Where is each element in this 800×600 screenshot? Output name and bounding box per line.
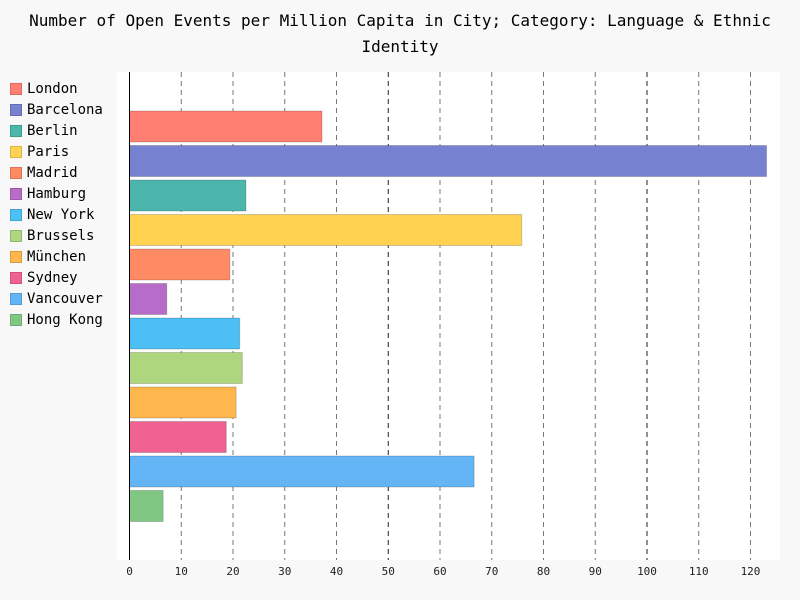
bars [129,110,768,522]
legend-swatch [10,271,22,284]
legend: London Barcelona Berlin Paris Madrid Hamburg N… [10,78,103,330]
chart-title: Number of Open Events per Million Capita… [29,11,771,56]
bar-sydney [129,421,227,453]
legend-label: Barcelona [27,101,103,118]
bar-new-york [129,317,241,350]
legend-item[interactable]: Hong Kong [10,309,103,330]
legend-item[interactable]: New York [10,204,103,225]
x-tick-label: 60 [433,565,446,578]
legend-swatch [10,292,22,305]
legend-label: Hamburg [27,185,87,202]
x-tick-label: 110 [689,565,709,578]
legend-label: New York [27,206,95,223]
legend-item[interactable]: Brussels [10,225,103,246]
legend-swatch [10,103,22,116]
legend-item[interactable]: Berlin [10,120,103,141]
x-tick-label: 10 [175,565,188,578]
legend-label: Vancouver [27,290,103,307]
legend-swatch [10,208,22,221]
bar-brussels [129,352,243,384]
legend-label: München [27,248,87,265]
bar-madrid [129,248,231,281]
x-tick-labels: 0 10 20 30 40 50 60 70 80 90 100 110 120 [126,565,760,578]
legend-swatch [10,250,22,263]
bar-münchen [129,386,237,419]
x-tick-label: 30 [278,565,291,578]
x-tick-label: 100 [637,565,657,578]
legend-item[interactable]: München [10,246,103,267]
legend-label: Brussels [27,227,95,244]
bar-paris [129,214,523,246]
legend-label: Hong Kong [27,311,103,328]
x-tick-label: 50 [382,565,395,578]
bar-barcelona [129,145,768,177]
legend-label: London [27,80,78,97]
x-tick-label: 70 [485,565,498,578]
bar-berlin [129,179,247,212]
legend-item[interactable]: Paris [10,141,103,162]
x-tick-label: 0 [126,565,133,578]
x-tick-label: 80 [537,565,550,578]
bar-vancouver [129,455,475,488]
legend-label: Berlin [27,122,78,139]
bar-hong-kong [129,490,164,522]
legend-item[interactable]: Madrid [10,162,103,183]
legend-item[interactable]: London [10,78,103,99]
legend-item[interactable]: Sydney [10,267,103,288]
legend-swatch [10,124,22,137]
legend-label: Madrid [27,164,78,181]
x-tick-label: 120 [741,565,761,578]
legend-item[interactable]: Barcelona [10,99,103,120]
legend-label: Sydney [27,269,78,286]
legend-swatch [10,313,22,326]
bar-london [129,110,323,143]
legend-swatch [10,229,22,242]
legend-item[interactable]: Hamburg [10,183,103,204]
legend-swatch [10,82,22,95]
legend-swatch [10,166,22,179]
legend-swatch [10,187,22,200]
legend-label: Paris [27,143,70,160]
x-tick-label: 20 [226,565,239,578]
legend-swatch [10,145,22,158]
bar-hamburg [129,283,168,315]
legend-item[interactable]: Vancouver [10,288,103,309]
x-tick-label: 40 [330,565,343,578]
x-tick-label: 90 [589,565,602,578]
